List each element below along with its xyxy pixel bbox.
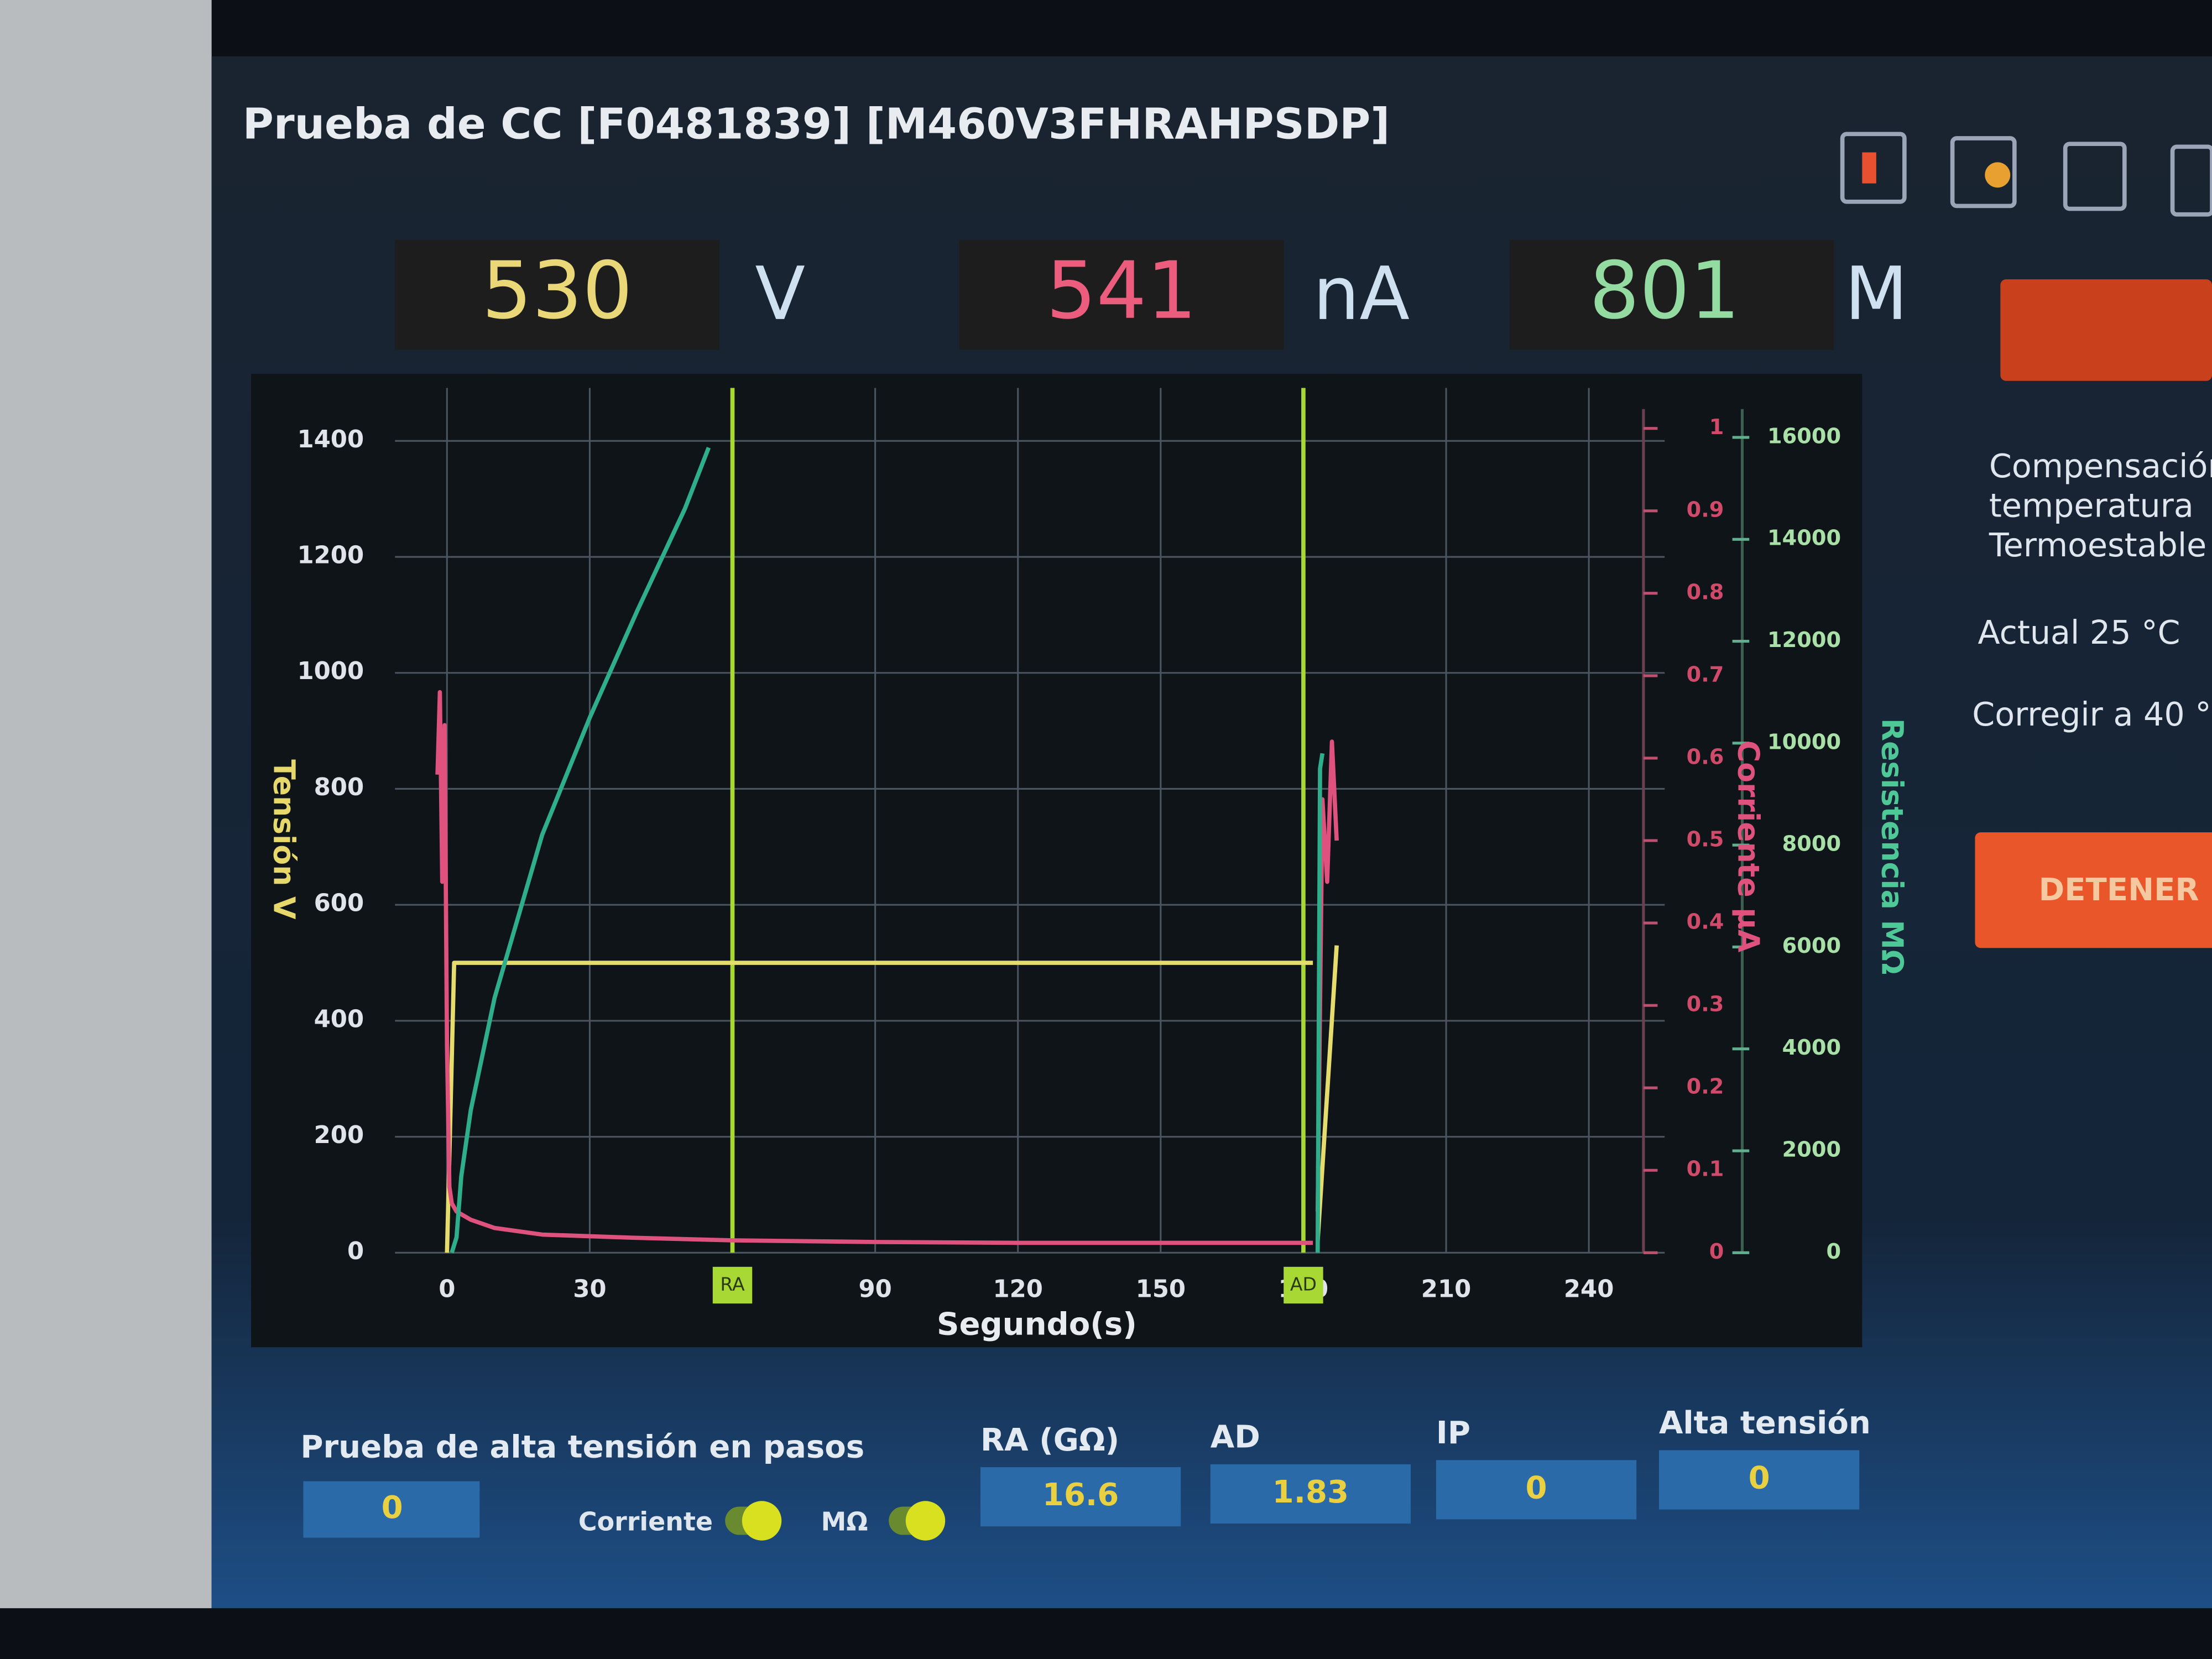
y3-tick-label: 16000 (1767, 424, 1841, 448)
field-label: IP (1436, 1415, 1470, 1451)
x-tick-label: 90 (858, 1276, 891, 1303)
x-tick-label: 0 (439, 1276, 455, 1303)
y3-tick-label: 4000 (1782, 1035, 1841, 1060)
icon-settings[interactable] (1950, 136, 2017, 208)
chart-background (251, 374, 1863, 1348)
y3-tick-label: 2000 (1782, 1138, 1841, 1162)
field-box (1436, 1460, 1637, 1520)
toolbar (1840, 132, 2212, 217)
y3-tick-label: 14000 (1767, 526, 1841, 551)
y2-tick-label: 0.4 (1687, 910, 1724, 935)
y2-tick-label: 0.7 (1687, 662, 1724, 687)
x-axis-title: Segundo(s) (937, 1307, 1137, 1343)
y-tick-label: 1000 (297, 658, 364, 685)
side-text: Termoestable (1989, 526, 2206, 564)
marker-tag (1284, 1266, 1323, 1304)
bezel-sticker (0, 0, 212, 1609)
field-box (1210, 1464, 1411, 1524)
field-value: 0 (382, 1490, 403, 1526)
toggle-label: MΩ (821, 1507, 868, 1537)
y3-axis-title: Resistencia MΩ (1875, 718, 1910, 975)
readout-unit: V (755, 252, 805, 337)
side-text: Compensación (1989, 447, 2212, 485)
title: Prueba de CC [F0481839] [M460V3FHRAHPSDP… (243, 100, 1390, 149)
y2-tick-label: 0.5 (1687, 827, 1724, 852)
field-label: Alta tensión (1659, 1405, 1871, 1441)
toggle-label: Corriente (578, 1507, 713, 1537)
side-text: Actual 25 °C (1978, 614, 2180, 651)
top-button[interactable] (2000, 279, 2212, 381)
icon-stop[interactable] (1840, 132, 1907, 204)
y3-tick-label: 8000 (1782, 832, 1841, 857)
x-tick-label: 120 (993, 1276, 1043, 1303)
y3-tick-label: 10000 (1767, 729, 1841, 754)
y-tick-label: 200 (314, 1121, 364, 1149)
readout-box (1509, 239, 1834, 350)
field-label: AD (1211, 1420, 1260, 1455)
toggle-knob[interactable] (905, 1501, 946, 1541)
y2-tick-label: 0.1 (1687, 1157, 1724, 1182)
field-value: 16.6 (1042, 1477, 1119, 1513)
stop-button[interactable] (1975, 832, 2212, 948)
field-box (303, 1481, 480, 1538)
y-tick-label: 1200 (297, 542, 364, 570)
x-tick-label: 210 (1421, 1276, 1472, 1303)
series-line (450, 447, 1325, 1254)
icon-glyph (1862, 152, 1876, 184)
y2-tick-label: 0.6 (1687, 744, 1724, 769)
x-tick-label: 150 (1136, 1276, 1186, 1303)
side-text: Corregir a 40 °C (1972, 696, 2212, 733)
y3-tick-label: 12000 (1767, 628, 1841, 653)
x-tick-label: 240 (1564, 1276, 1614, 1303)
field-box (1659, 1450, 1860, 1510)
readout-value: 530 (482, 244, 633, 337)
y-tick-label: 0 (347, 1238, 364, 1265)
readout-box (959, 239, 1284, 350)
y2-tick-label: 0.8 (1687, 580, 1724, 604)
field-label: RA (GΩ) (980, 1422, 1119, 1458)
y2-tick-label: 1 (1709, 415, 1724, 440)
field-box (980, 1467, 1181, 1527)
field-label: Prueba de alta tensión en pasos (300, 1430, 864, 1465)
readout-unit: M (1845, 252, 1908, 337)
y-tick-label: 600 (314, 890, 364, 917)
readout-unit: nA (1313, 252, 1410, 337)
icon-glyph (1985, 162, 2011, 188)
readout-value: 801 (1589, 244, 1740, 337)
y-axis-title: Tensión V (267, 759, 302, 920)
y2-tick-label: 0.9 (1687, 497, 1724, 522)
readout-box (395, 239, 720, 350)
y-tick-label: 800 (314, 774, 364, 801)
icon-save[interactable] (2063, 142, 2127, 211)
y-tick-label: 1400 (297, 426, 364, 453)
y2-tick-label: 0.2 (1687, 1074, 1724, 1099)
marker-label: RA (720, 1273, 745, 1295)
field-value: 1.83 (1272, 1474, 1349, 1510)
field-value: 0 (1749, 1460, 1770, 1496)
stop-button-label: DETENER (2039, 872, 2199, 908)
y2-tick-label: 0 (1709, 1239, 1724, 1264)
marker-label: AD (1290, 1273, 1317, 1295)
field-value: 0 (1526, 1470, 1547, 1506)
readout-value: 541 (1046, 244, 1197, 337)
y-tick-label: 400 (314, 1005, 364, 1033)
y3-tick-label: 0 (1826, 1239, 1841, 1264)
toggle-knob[interactable] (742, 1501, 782, 1541)
y2-axis-title: Corriente µA (1731, 740, 1766, 953)
y2-tick-label: 0.3 (1687, 992, 1724, 1017)
icon-help[interactable] (2170, 144, 2212, 217)
y3-tick-label: 6000 (1782, 933, 1841, 958)
x-tick-label: 30 (573, 1276, 606, 1303)
marker-tag (712, 1266, 753, 1304)
side-text: temperatura (1989, 487, 2194, 524)
